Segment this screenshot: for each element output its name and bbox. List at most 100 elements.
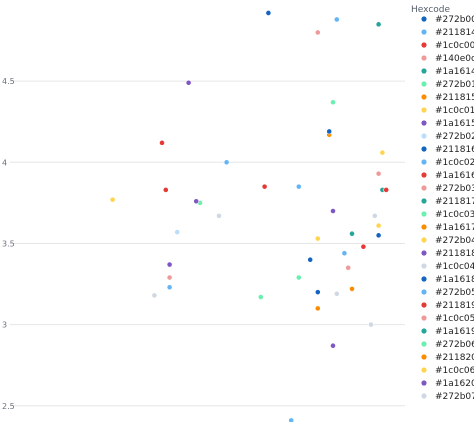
legend-label: #211818	[435, 249, 474, 259]
data-point	[307, 256, 314, 263]
legend-label: #272b01	[435, 80, 474, 90]
data-points	[109, 10, 390, 422]
legend-marker	[421, 146, 427, 152]
data-point	[174, 229, 181, 235]
legend-marker	[421, 120, 427, 126]
legend-label: #1c0c04	[435, 262, 474, 272]
legend-label: #211820	[435, 353, 474, 363]
legend-label: #272b05	[435, 288, 474, 298]
legend-label: #211817	[435, 197, 474, 207]
legend: Hexcode #272b00 #211814 #1c0c00 #140e0c #1a1…	[411, 5, 474, 402]
data-point	[360, 243, 367, 250]
legend-marker	[421, 107, 427, 113]
legend-label: #272b07	[435, 392, 474, 402]
legend-marker	[421, 341, 427, 347]
data-point	[383, 186, 390, 193]
legend-marker	[421, 133, 427, 139]
legend-label: #272b03	[435, 184, 474, 194]
data-point	[375, 170, 382, 177]
legend-marker	[421, 393, 427, 399]
y-tick-label: 3.5	[2, 239, 15, 248]
legend-label: #1c0c00	[435, 41, 474, 51]
legend-title: Hexcode	[411, 5, 450, 15]
legend-label: #272b00	[435, 15, 474, 25]
data-point	[314, 289, 321, 296]
legend-marker	[421, 198, 427, 204]
legend-label: #211814	[435, 28, 474, 38]
y-tick-labels: 2.5 3 3.5 4 4.5	[2, 77, 15, 411]
data-point	[151, 292, 158, 299]
legend-marker	[421, 276, 427, 282]
legend-label: #1c0c03	[435, 210, 474, 220]
legend-marker	[421, 302, 427, 308]
data-point	[295, 183, 302, 190]
legend-label: #1a1619	[435, 327, 474, 337]
data-point	[371, 212, 378, 219]
data-point	[314, 305, 321, 312]
data-point	[341, 250, 348, 257]
legend-marker	[421, 68, 427, 74]
data-point	[185, 79, 192, 86]
legend-marker	[421, 263, 427, 269]
data-point	[261, 183, 268, 190]
legend-marker	[421, 94, 427, 100]
data-point	[166, 274, 173, 281]
data-point	[166, 261, 173, 268]
legend-marker	[421, 159, 427, 165]
legend-marker	[421, 42, 427, 48]
legend-label: #272b02	[435, 132, 474, 142]
data-point	[333, 290, 340, 297]
data-point	[375, 222, 382, 229]
legend-marker	[421, 16, 427, 22]
legend-marker	[421, 315, 427, 321]
y-tick-label: 4.5	[2, 77, 15, 86]
legend-marker	[421, 250, 427, 256]
legend-label: #140e0c	[435, 54, 474, 64]
y-gridlines	[10, 80, 405, 407]
legend-label: #1c0c02	[435, 158, 474, 168]
legend-marker	[421, 224, 427, 230]
legend-marker	[421, 81, 427, 87]
legend-marker	[421, 211, 427, 217]
legend-marker	[421, 55, 427, 61]
data-point	[326, 128, 333, 135]
legend-marker	[421, 289, 427, 295]
data-point	[314, 235, 321, 242]
legend-label: #211819	[435, 301, 474, 311]
legend-marker	[421, 380, 427, 386]
data-point	[330, 342, 336, 349]
data-point	[193, 198, 200, 205]
legend-label: #1c0c06	[435, 366, 474, 376]
data-point	[368, 321, 374, 328]
data-point	[257, 294, 264, 300]
data-point	[345, 264, 352, 271]
legend-marker	[421, 172, 427, 178]
legend-label: #1a1616	[435, 171, 474, 181]
legend-label: #1c0c01	[435, 106, 474, 116]
y-tick-label: 2.5	[2, 402, 15, 411]
data-point	[265, 10, 272, 16]
data-point	[375, 21, 382, 28]
legend-marker	[421, 367, 427, 373]
legend-label: #211816	[435, 145, 474, 155]
y-tick-label: 4	[2, 158, 7, 167]
legend-label: #1a1618	[435, 275, 474, 285]
data-point	[109, 196, 116, 203]
legend-label: #211815	[435, 93, 474, 103]
legend-label: #1c0c05	[435, 314, 474, 324]
data-point	[333, 16, 340, 23]
data-point	[295, 274, 302, 281]
data-point	[314, 29, 321, 36]
data-point	[216, 212, 222, 219]
legend-marker	[421, 237, 427, 243]
data-point	[330, 208, 336, 214]
data-point	[159, 139, 165, 146]
legend-label: #1a1615	[435, 119, 474, 129]
legend-marker	[421, 328, 427, 334]
legend-label: #272b06	[435, 340, 474, 350]
data-point	[223, 159, 230, 166]
y-tick-label: 3	[2, 321, 7, 330]
legend-label: #1a1614	[435, 67, 474, 77]
legend-label: #1a1617	[435, 223, 474, 233]
